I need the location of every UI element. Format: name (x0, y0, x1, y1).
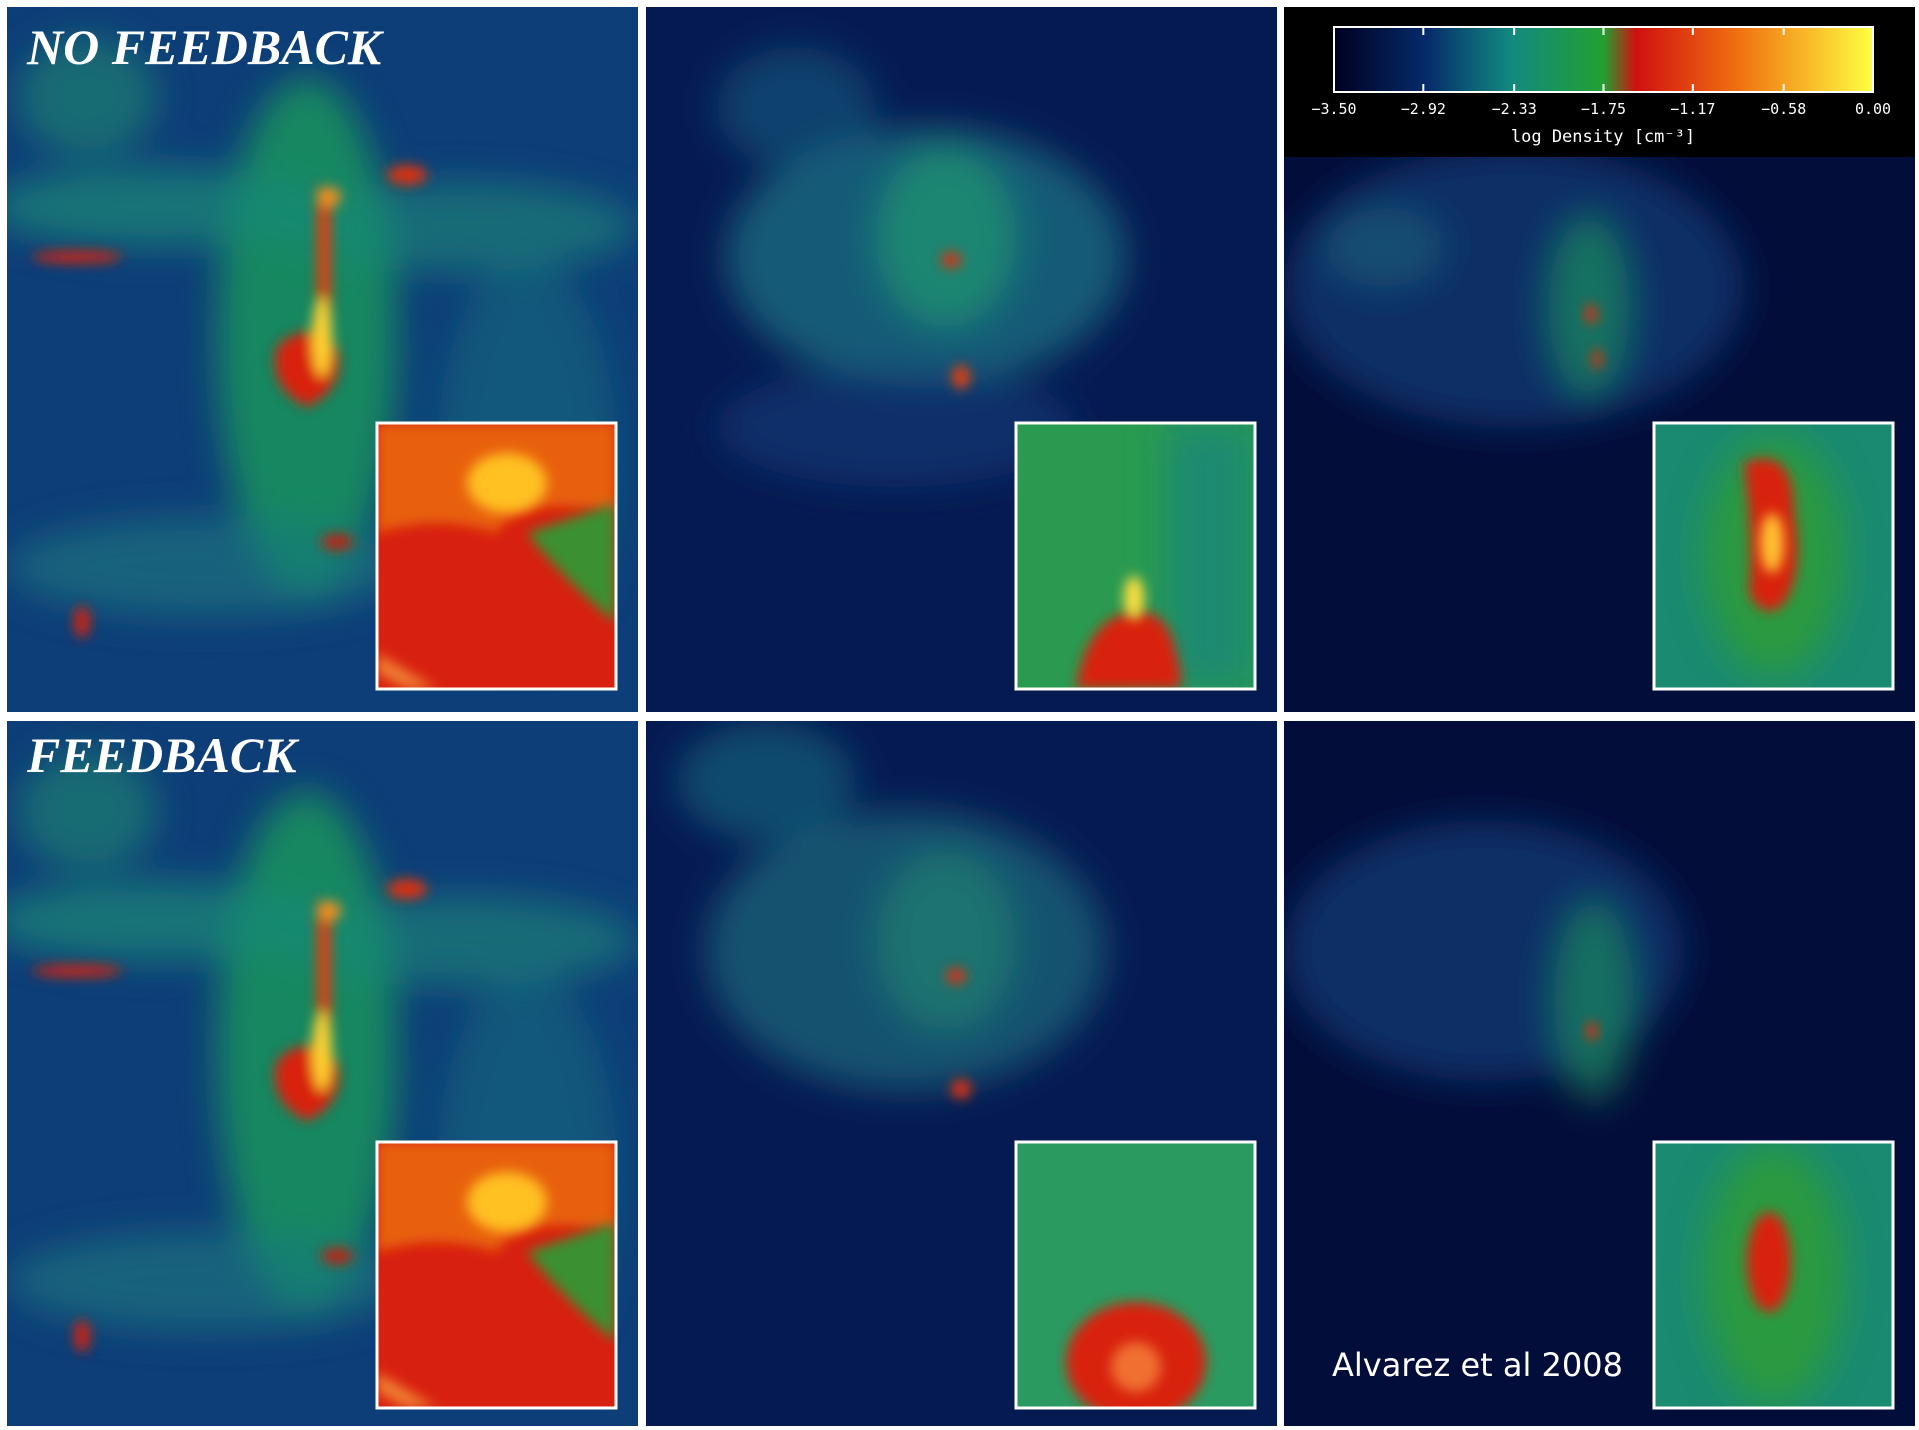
panel: NO FEEDBACK (0, 7, 638, 712)
panel (646, 7, 1277, 712)
panel-label: FEEDBACK (26, 727, 300, 783)
colorbar-label: log Density [cm⁻³] (1511, 127, 1695, 147)
tick-label: −2.92 (1401, 100, 1446, 118)
panel: log Density [cm⁻³] −3.50 −2.92 −2.33 −1.75 −… (1284, 7, 1915, 712)
tick-label: −3.50 (1311, 100, 1356, 118)
panel: Alvarez et al 2008 (1284, 721, 1915, 1426)
tick-label: −2.33 (1492, 100, 1537, 118)
tick-label: −1.17 (1670, 100, 1715, 118)
tick-label: 0.00 (1855, 100, 1891, 118)
tick-label: −1.75 (1581, 100, 1626, 118)
panel (646, 721, 1277, 1426)
panel-label: NO FEEDBACK (26, 19, 385, 75)
figure: NO FEEDBACK FEEDBACK (0, 0, 1919, 1430)
tick-label: −0.58 (1761, 100, 1806, 118)
page: NO FEEDBACK FEEDBACK (0, 0, 1919, 1430)
panel: FEEDBACK (0, 721, 638, 1426)
credit: Alvarez et al 2008 (1332, 1346, 1623, 1384)
